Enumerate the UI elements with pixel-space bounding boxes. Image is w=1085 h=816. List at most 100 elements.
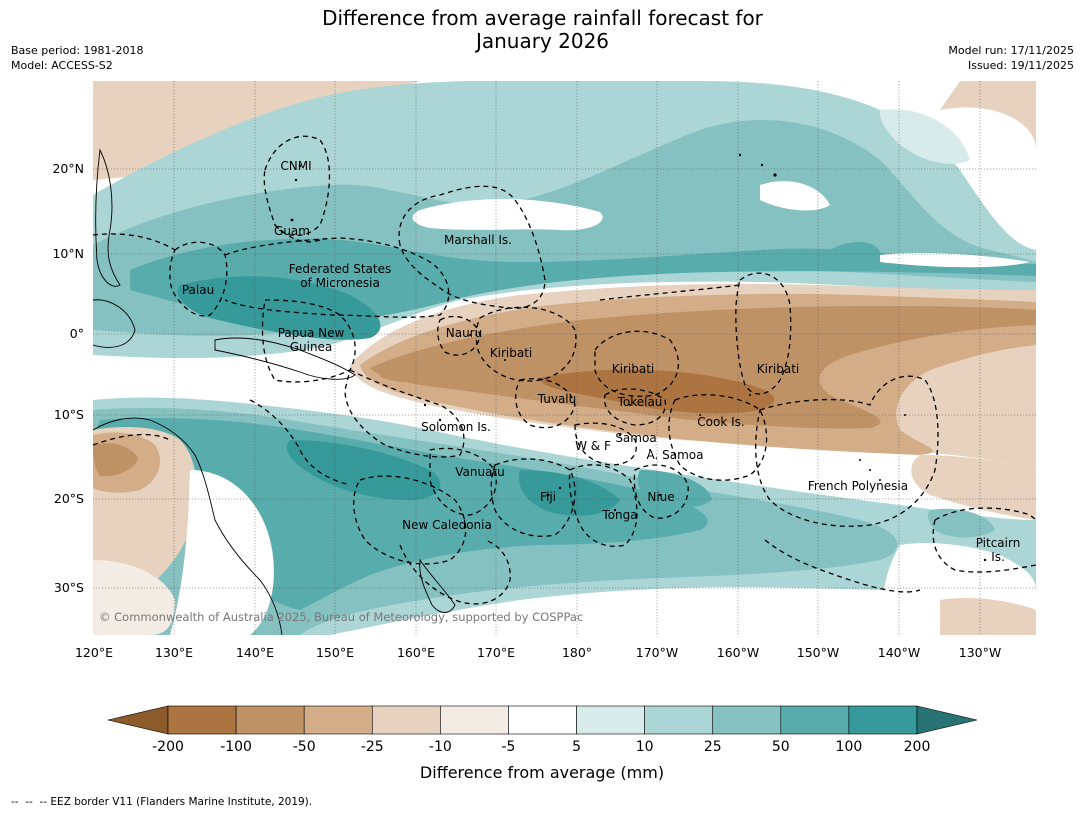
eez-south-east xyxy=(764,539,921,593)
label-tuvalu: Tuvalu xyxy=(537,392,577,406)
near-normal-marshall xyxy=(412,198,603,231)
near-normal-dateline-line xyxy=(880,252,1030,268)
eez-kiribati-line xyxy=(735,272,792,395)
colorbar-tick-label: 50 xyxy=(772,739,790,755)
eez-east-line xyxy=(599,284,741,301)
base-period: Base period: 1981-2018 xyxy=(11,44,144,57)
model-run: Model run: 17/11/2025 xyxy=(948,44,1074,57)
lon-label: 140°E xyxy=(236,645,274,660)
eez-australia xyxy=(93,399,351,486)
colorbar-segment xyxy=(371,705,441,735)
dry-anomaly-far-south-east xyxy=(940,598,1036,635)
lon-label: 170°E xyxy=(477,645,515,660)
dry-anomaly-equatorial-mid xyxy=(370,306,1036,429)
eez-kiribati-gilbert xyxy=(475,306,577,382)
label-pitcairn: Pitcairn Is. xyxy=(976,536,1021,564)
eez-niue xyxy=(633,464,689,519)
eez-guam xyxy=(274,224,321,243)
map-panel: CNMI Guam Marshall Is. Federated States o… xyxy=(93,81,1036,635)
lon-label: 160°E xyxy=(397,645,435,660)
colorbar-tick-label: -10 xyxy=(429,739,452,755)
lon-label: 170°W xyxy=(636,645,678,660)
new-zealand-coast xyxy=(419,558,456,613)
eez-cnmi xyxy=(263,135,331,237)
lon-label: 130°E xyxy=(155,645,193,660)
dry-anomaly-north-east xyxy=(940,81,1036,150)
label-vanuatu: Vanuatu xyxy=(455,465,505,479)
near-normal-north-east xyxy=(760,181,830,211)
longitude-labels: 120°E 130°E 140°E 150°E 160°E 170°E 180°… xyxy=(75,645,1001,660)
dry-anomaly-tasman xyxy=(93,560,175,635)
colorbar-tick-label: -5 xyxy=(501,739,515,755)
title-line-1: Difference from average rainfall forecas… xyxy=(322,6,763,30)
eez-fiji xyxy=(490,458,576,537)
islands xyxy=(290,153,987,562)
eez-french-polynesia xyxy=(755,375,939,527)
colorbar-tick-label: -200 xyxy=(152,739,184,755)
colorbar-segment xyxy=(848,705,918,735)
label-cnmi: CNMI xyxy=(280,159,311,173)
philippines-coast xyxy=(95,148,121,287)
eez-philippines xyxy=(93,233,176,251)
wet-anomaly-fiji-core xyxy=(519,470,620,516)
label-kiribati-line: Kiribati xyxy=(757,362,799,376)
lon-label: 150°E xyxy=(316,645,354,660)
lon-label: 120°E xyxy=(75,645,113,660)
colorbar: -200 -100 -50 -25 -10 -5 5 10 25 50 100 200 xyxy=(107,705,978,755)
label-new-caledonia: New Caledonia xyxy=(402,518,492,532)
lat-label: 20°N xyxy=(52,161,84,176)
eez-tuvalu xyxy=(515,378,576,429)
title-line-2: January 2026 xyxy=(475,29,610,53)
label-cook-islands: Cook Is. xyxy=(697,415,744,429)
label-nauru: Nauru xyxy=(446,326,482,340)
copyright-notice: © Commonwealth of Australia 2025, Bureau… xyxy=(99,610,583,624)
colorbar-segment xyxy=(508,705,577,735)
colorbar-segment xyxy=(235,705,305,735)
eez-pitcairn xyxy=(932,507,1036,573)
label-niue: Niue xyxy=(647,490,674,504)
issued-date: Issued: 19/11/2025 xyxy=(967,59,1074,72)
region-labels: CNMI Guam Marshall Is. Federated States o… xyxy=(182,159,1020,564)
eez-wallis-samoa xyxy=(574,422,637,466)
eez-kiribati-phoenix xyxy=(594,330,679,397)
colorbar-tick-label: -50 xyxy=(293,739,316,755)
chart-title: Difference from average rainfall forecas… xyxy=(0,7,1085,53)
label-palau: Palau xyxy=(182,283,214,297)
eez-tasman xyxy=(399,539,511,605)
colorbar-tick-label: 200 xyxy=(904,739,931,755)
label-tonga: Tonga xyxy=(601,508,637,522)
lon-label: 140°W xyxy=(878,645,920,660)
colorbar-segment xyxy=(712,705,782,735)
label-fiji: Fiji xyxy=(540,490,556,504)
eez-nauru xyxy=(437,315,481,356)
lat-label: 10°S xyxy=(54,407,84,422)
lon-label: 150°W xyxy=(797,645,839,660)
label-tokelau: Tokelau xyxy=(617,395,663,409)
lat-label: 10°N xyxy=(52,246,84,261)
borneo-coast xyxy=(93,299,136,348)
new-guinea-coast xyxy=(214,337,356,380)
label-marshall-islands: Marshall Is. xyxy=(444,233,512,247)
colorbar-tick-label: 10 xyxy=(636,739,654,755)
colorbar-tick-label: -25 xyxy=(361,739,384,755)
lat-label: 20°S xyxy=(54,491,84,506)
coastlines xyxy=(93,148,456,635)
lon-label: 160°W xyxy=(717,645,759,660)
label-kiribati-gilbert: Kiribati xyxy=(490,346,532,360)
eez-footnote: -- -- -- EEZ border V11 (Flanders Marine… xyxy=(11,796,313,808)
eez-marshall xyxy=(398,185,546,309)
colorbar-tick-label: 25 xyxy=(704,739,722,755)
colorbar-extend-low xyxy=(107,705,169,735)
label-french-polynesia: French Polynesia xyxy=(808,479,908,493)
meta-right: Model run: 17/11/2025 Issued: 19/11/2025 xyxy=(948,43,1074,73)
label-png: Papua New Guinea xyxy=(278,326,345,354)
wet-anomaly-micronesia-core xyxy=(177,276,381,340)
dry-anomaly-south-east xyxy=(911,455,1036,520)
colorbar-segment xyxy=(440,705,509,735)
colorbar-tick-label: 5 xyxy=(572,739,581,755)
wet-anomaly-hawaii xyxy=(830,241,880,260)
model-name: Model: ACCESS-S2 xyxy=(11,59,113,72)
lat-label: 0° xyxy=(70,326,84,341)
label-solomon-islands: Solomon Is. xyxy=(421,420,491,434)
